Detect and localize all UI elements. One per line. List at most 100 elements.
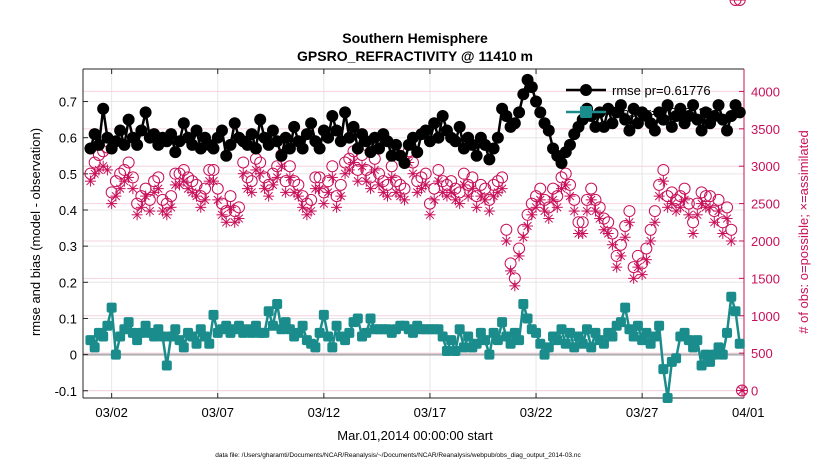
bias-point: [441, 346, 452, 356]
bias-point: [662, 393, 673, 403]
bias-point: [598, 338, 609, 349]
possible-obs-point: [288, 175, 301, 188]
rmse-point: [131, 138, 144, 151]
assimilated-obs-point: [526, 209, 538, 221]
bias-point: [365, 313, 376, 324]
rmse-point: [389, 138, 402, 151]
possible-obs-point: [122, 156, 135, 169]
assimilated-obs-point: [649, 216, 661, 228]
rmse-point: [326, 110, 339, 122]
assimilated-obs-point: [297, 201, 309, 213]
rmse-point: [279, 131, 292, 144]
bias-point: [649, 331, 660, 342]
bias-point: [259, 327, 270, 338]
y2-tick-label: 1500: [751, 271, 780, 286]
possible-obs-point: [160, 197, 173, 210]
assimilated-obs-point: [369, 164, 381, 176]
possible-obs-point: [479, 182, 492, 195]
assimilated-obs-point: [420, 179, 432, 191]
bias-point: [331, 320, 342, 331]
bias-point: [615, 317, 626, 328]
assimilated-obs-point: [547, 194, 559, 206]
y2-axis-label: # of obs: o=possible; ×=assimilated: [796, 130, 811, 333]
assimilated-obs-point: [560, 179, 572, 191]
rmse-point: [733, 106, 746, 119]
assimilated-obs-point: [123, 171, 135, 183]
assimilated-obs-point: [606, 239, 618, 251]
x-tick-label: 03/12: [308, 405, 341, 420]
assimilated-obs-point: [666, 198, 678, 210]
rmse-point: [177, 117, 190, 130]
rmse-point: [508, 117, 521, 130]
y-tick-label: 0.7: [59, 95, 77, 110]
rmse-point: [411, 146, 424, 159]
bias-point: [263, 306, 274, 317]
possible-obs-point: [657, 163, 670, 176]
rmse-point: [691, 113, 704, 126]
bias-point: [564, 327, 575, 338]
bias-point: [161, 360, 172, 371]
assimilated-obs-point: [335, 190, 347, 202]
assimilated-obs-point: [602, 228, 614, 239]
possible-obs-point: [364, 171, 377, 184]
y-tick-label: -0.1: [55, 384, 77, 399]
rmse-point: [500, 110, 513, 122]
possible-obs-point: [733, 0, 746, 6]
assimilated-obs-point: [483, 205, 495, 217]
bias-point: [586, 342, 597, 353]
legend-marker: [580, 84, 592, 96]
chart-subtitle: GPSRO_REFRACTIVITY @ 11410 m: [297, 48, 533, 64]
y-tick-label: 0.3: [59, 239, 77, 254]
bias-point: [632, 320, 643, 331]
legend-label: rmse pr=0.61776: [612, 83, 711, 98]
assimilated-obs-point: [267, 179, 279, 191]
possible-obs-point: [623, 205, 636, 218]
possible-obs-point: [428, 182, 441, 195]
bias-point: [157, 331, 168, 342]
bias-point: [730, 306, 741, 317]
assimilated-obs-point: [691, 209, 703, 221]
assimilated-obs-point: [216, 209, 228, 221]
y-tick-label: 0: [70, 348, 77, 363]
assimilated-obs-point: [356, 160, 368, 172]
rmse-point: [606, 117, 619, 130]
assimilated-obs-point: [127, 183, 139, 195]
possible-obs-point: [449, 182, 462, 195]
bias-point: [102, 320, 113, 331]
rmse-point: [220, 149, 233, 162]
possible-obs-point: [326, 160, 339, 173]
assimilated-obs-point: [331, 201, 343, 213]
assimilated-obs-point: [530, 201, 542, 213]
rmse-point: [88, 128, 101, 141]
assimilated-obs-point: [628, 272, 640, 284]
bias-point: [556, 324, 567, 335]
x-tick-label: 03/27: [626, 405, 659, 420]
bias-point: [569, 342, 580, 353]
possible-obs-point: [534, 182, 547, 195]
series-rmse: [84, 73, 746, 169]
rmse-point: [288, 120, 301, 133]
possible-obs-point: [466, 171, 479, 184]
possible-obs-point: [199, 182, 212, 195]
possible-obs-point: [619, 220, 632, 233]
possible-obs-point: [224, 190, 237, 203]
legend-item: rmse pr=0.61776: [566, 83, 711, 98]
bias-point: [514, 335, 525, 346]
bias-point: [641, 327, 652, 338]
possible-obs-point: [148, 175, 161, 188]
rmse-point: [122, 113, 135, 126]
possible-obs-point: [555, 171, 568, 184]
assimilated-obs-point: [110, 190, 122, 202]
possible-obs-point: [585, 182, 598, 195]
rmse-point: [517, 88, 530, 101]
bias-point: [463, 331, 474, 342]
series-possible-obs: [84, 0, 746, 285]
possible-obs-point: [228, 205, 241, 218]
assimilated-obs-point: [589, 205, 601, 217]
bias-point: [352, 313, 363, 324]
possible-obs-point: [419, 167, 432, 180]
rmse-point: [118, 138, 131, 151]
possible-obs-point: [644, 223, 657, 236]
assimilated-obs-point: [432, 175, 444, 187]
assimilated-obs-point: [543, 213, 555, 225]
